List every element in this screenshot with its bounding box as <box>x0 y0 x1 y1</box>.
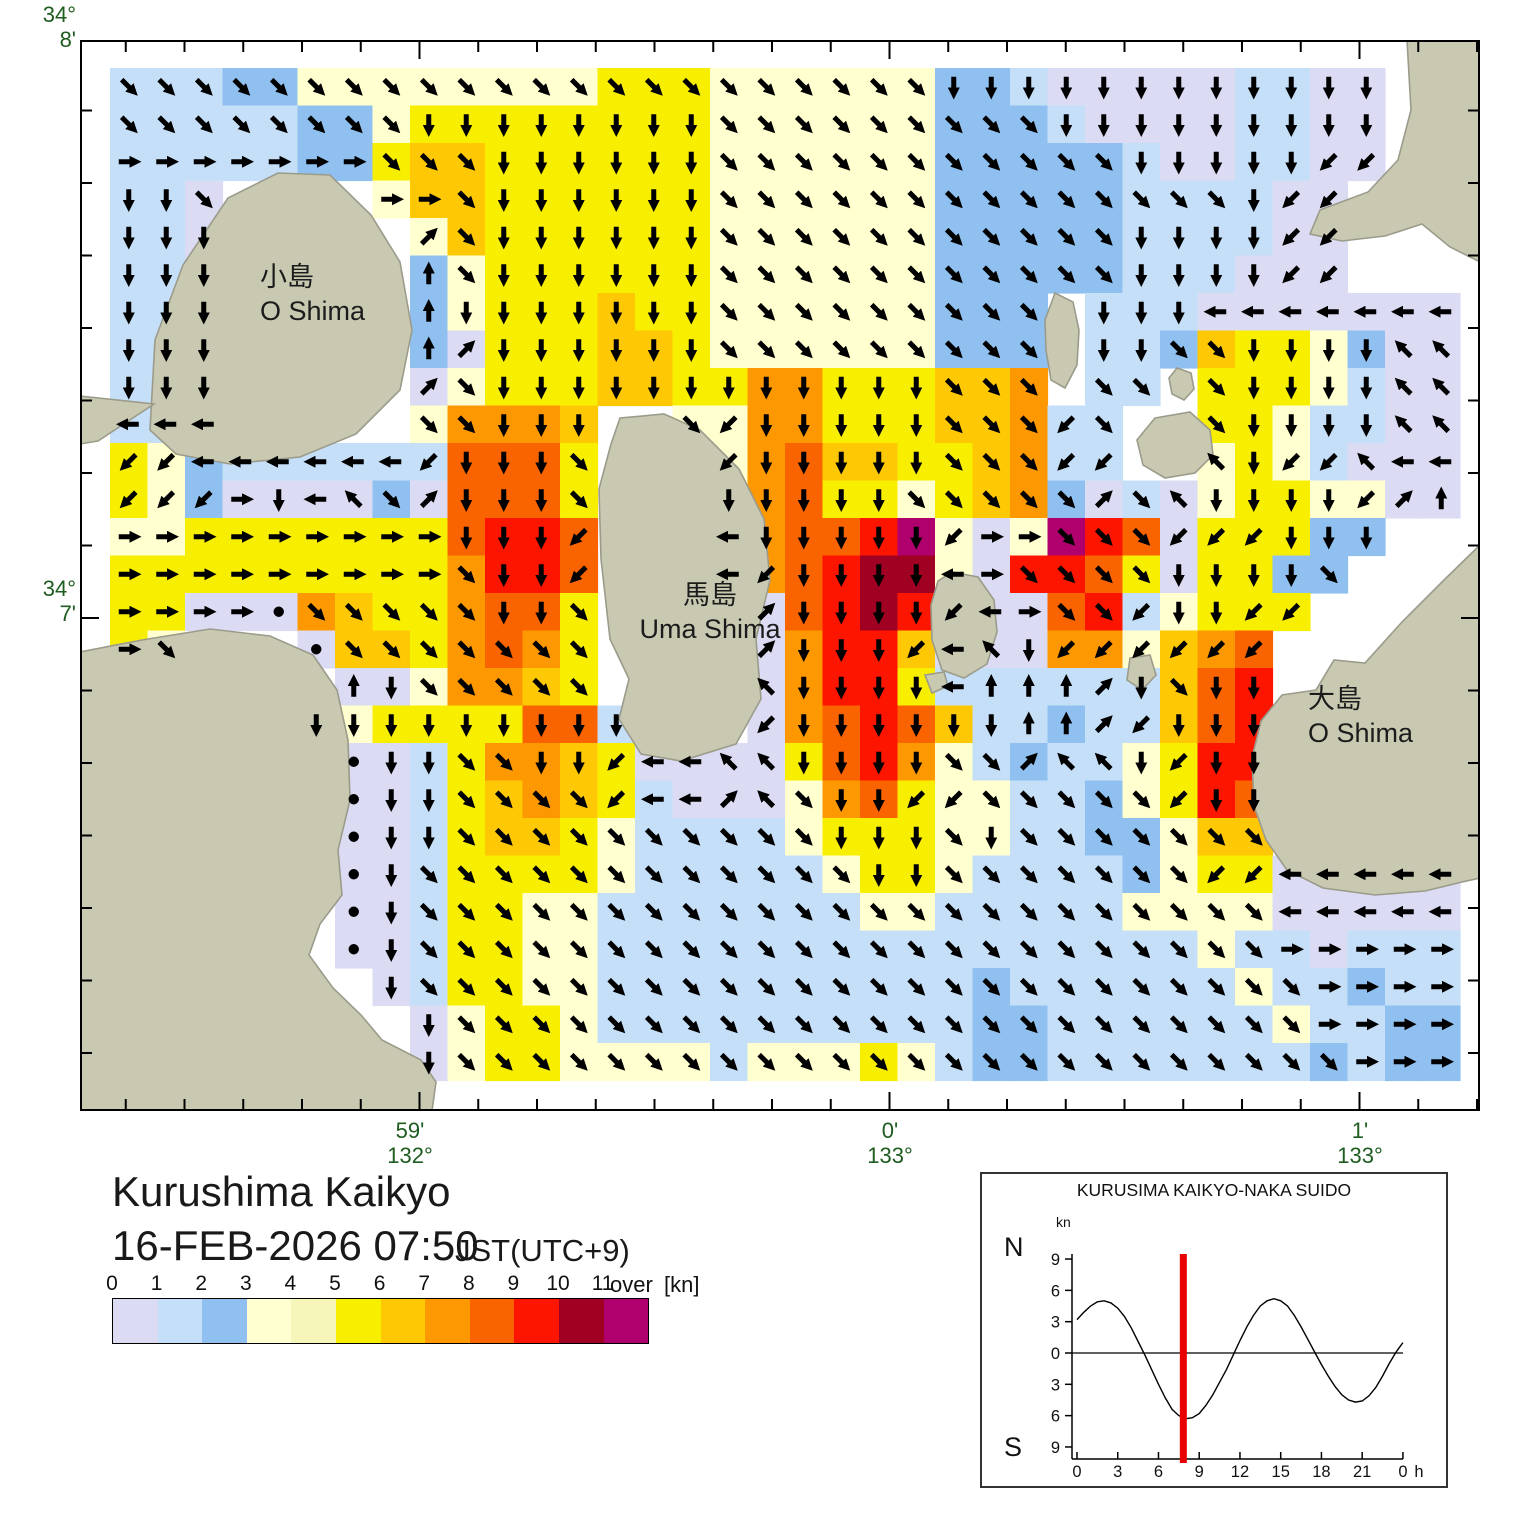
lon-label-0: 0' 133° <box>830 1118 950 1168</box>
svg-text:3: 3 <box>1113 1463 1122 1481</box>
map-border <box>80 40 1480 1111</box>
island-label-oshima: 大島 O Shima <box>1308 682 1413 750</box>
legend-tick-label: 10 <box>546 1272 570 1295</box>
legend-colorbar <box>112 1298 650 1344</box>
svg-text:18: 18 <box>1312 1463 1330 1481</box>
legend-color-segment <box>335 1299 381 1343</box>
legend-over-label: over <box>610 1272 653 1297</box>
inset-axes <box>1065 1254 1404 1460</box>
legend-tick-label: 7 <box>418 1272 431 1295</box>
lat-label-top: 34° 8' <box>18 2 76 52</box>
svg-text:9: 9 <box>1051 1251 1060 1269</box>
legend-tick-label: 2 <box>195 1272 208 1295</box>
island-koshima-jp: 小島 <box>260 262 314 292</box>
legend-color-segment <box>558 1299 604 1343</box>
svg-text:0: 0 <box>1051 1345 1060 1363</box>
island-label-koshima: 小島 O Shima <box>260 260 365 328</box>
page-title: Kurushima Kaikyo <box>112 1168 451 1215</box>
svg-text:21: 21 <box>1353 1463 1371 1481</box>
legend-tick-label: 8 <box>462 1272 475 1295</box>
legend-color-segment <box>113 1299 158 1343</box>
svg-text:3: 3 <box>1051 1376 1060 1394</box>
svg-text:12: 12 <box>1231 1463 1249 1481</box>
tide-curve <box>1076 1297 1404 1420</box>
speed-legend: over [kn] 0 1 2 3 4 5 6 7 8 9 10 11 <box>106 1272 872 1344</box>
legend-color-segment <box>380 1299 426 1343</box>
island-umashima-jp: 馬島 <box>683 580 737 610</box>
legend-tick-label: 5 <box>329 1272 341 1295</box>
land-masses <box>80 40 1480 1111</box>
island-oshima-jp: 大島 <box>1308 684 1362 714</box>
svg-text:0: 0 <box>1398 1463 1407 1481</box>
lon-label-1: 1' 133° <box>1300 1118 1420 1168</box>
island-label-umashima: 馬島 Uma Shima <box>615 578 805 646</box>
lon-0-min: 0' <box>881 1118 899 1143</box>
legend-tick-label: 4 <box>284 1272 297 1295</box>
current-arrows <box>115 76 1455 1075</box>
inset-south-label: S <box>1004 1432 1023 1462</box>
island-umashima-en: Uma Shima <box>639 614 781 644</box>
legend-color-segment <box>157 1299 203 1343</box>
svg-text:15: 15 <box>1272 1463 1290 1481</box>
legend-tick-label: 1 <box>150 1272 163 1295</box>
lon-0-deg: 133° <box>867 1143 913 1168</box>
legend-color-segment <box>425 1299 470 1343</box>
lon-label-59: 59' 132° <box>350 1118 470 1168</box>
tide-curve-inset: KURUSIMA KAIKYO-NAKA SUIDO kn N S 9 6 3 0 3 6… <box>980 1172 1448 1488</box>
lat-left-min: 7' <box>59 601 76 626</box>
legend-color-segment <box>246 1299 292 1343</box>
current-map-svg <box>80 40 1480 1111</box>
island-koshima-en: O Shima <box>260 296 366 326</box>
lat-top-deg: 34° <box>42 2 76 27</box>
svg-text:6: 6 <box>1051 1408 1060 1426</box>
svg-text:9: 9 <box>1051 1439 1060 1457</box>
lon-1-deg: 133° <box>1337 1143 1383 1168</box>
svg-text:3: 3 <box>1051 1314 1060 1332</box>
page-timezone: JST(UTC+9) <box>455 1233 630 1268</box>
lon-59-deg: 132° <box>387 1143 433 1168</box>
lon-1-min: 1' <box>1351 1118 1369 1143</box>
svg-text:6: 6 <box>1051 1282 1060 1300</box>
legend-color-segment <box>603 1299 649 1343</box>
inset-unit-label: kn <box>1056 1214 1071 1230</box>
inset-title: KURUSIMA KAIKYO-NAKA SUIDO <box>1076 1180 1352 1200</box>
inset-north-label: N <box>1004 1232 1024 1262</box>
island-oshima-en: O Shima <box>1308 718 1414 748</box>
legend-tick-label: 9 <box>507 1272 520 1295</box>
lon-59-min: 59' <box>395 1118 425 1143</box>
svg-text:0: 0 <box>1072 1463 1081 1481</box>
legend-tick-label: 11 <box>591 1272 614 1295</box>
page-datetime: 16-FEB-2026 07:50 <box>112 1222 479 1269</box>
lat-left-deg: 34° <box>42 576 76 601</box>
legend-tick-label: 3 <box>239 1272 252 1295</box>
legend-color-segment <box>202 1299 247 1343</box>
lat-top-min: 8' <box>59 27 76 52</box>
svg-text:9: 9 <box>1195 1463 1204 1481</box>
svg-text:h: h <box>1414 1463 1423 1481</box>
legend-color-segment <box>291 1299 336 1343</box>
legend-tick-label: 6 <box>373 1272 386 1295</box>
legend-color-segment <box>514 1299 559 1343</box>
lat-label-left: 34° 7' <box>18 576 76 626</box>
current-vector-map: 小島 O Shima 馬島 Uma Shima 大島 O Shima <box>80 40 1480 1111</box>
svg-text:6: 6 <box>1154 1463 1163 1481</box>
legend-color-segment <box>469 1299 515 1343</box>
legend-tick-label: 0 <box>106 1272 118 1295</box>
legend-unit-label: [kn] <box>664 1272 700 1297</box>
